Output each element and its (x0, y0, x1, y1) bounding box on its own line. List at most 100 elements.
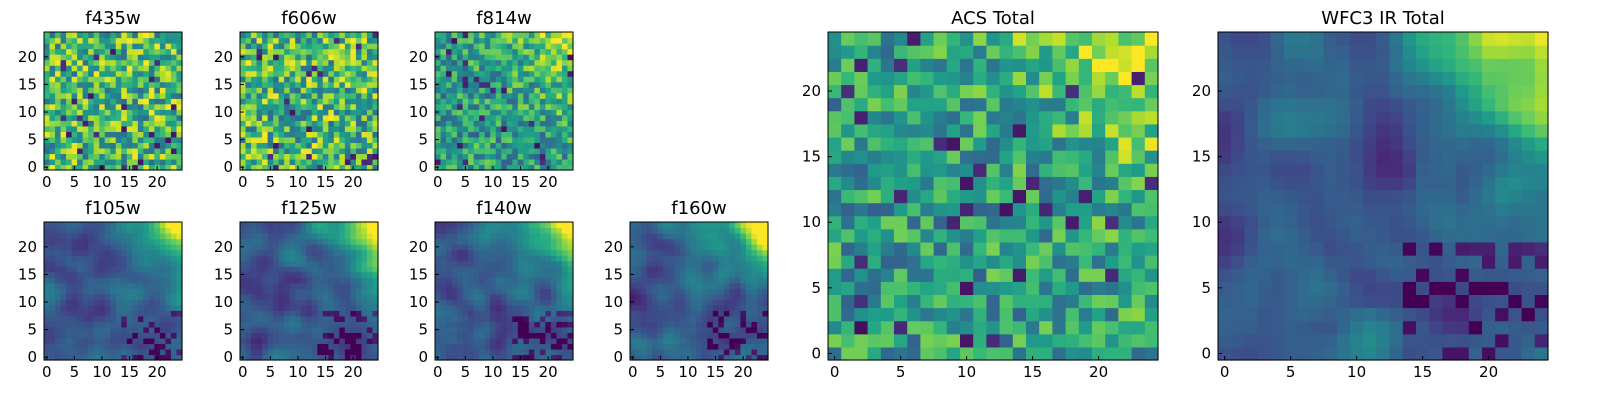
heatmap-cell (115, 288, 122, 295)
heatmap-cell (484, 131, 491, 138)
heatmap-cell (668, 266, 675, 273)
heatmap-cell (339, 332, 346, 339)
heatmap-cell (880, 320, 895, 335)
heatmap-cell (734, 293, 741, 300)
heatmap-cell (121, 249, 128, 256)
heatmap-cell (66, 227, 73, 234)
heatmap-cell (317, 222, 324, 229)
heatmap-cell (556, 103, 563, 110)
heatmap-cell (545, 153, 552, 160)
heatmap-cell (344, 282, 351, 289)
heatmap-cell (284, 76, 291, 83)
heatmap-cell (718, 343, 725, 350)
heatmap-cell (495, 136, 502, 143)
x-tick-label: 0 (433, 363, 443, 381)
heatmap-cell (462, 288, 469, 295)
heatmap-cell (366, 343, 374, 350)
heatmap-cell (880, 346, 895, 361)
heatmap-cell (484, 81, 491, 88)
heatmap-cell (82, 158, 89, 166)
heatmap-cell (322, 321, 329, 328)
heatmap-cell (333, 142, 340, 149)
heatmap-cell (479, 227, 486, 234)
heatmap-cell (723, 321, 730, 328)
heatmap-cell (1052, 202, 1067, 217)
heatmap-cell (350, 54, 357, 61)
heatmap-cell (93, 142, 100, 149)
heatmap-cell (440, 32, 447, 39)
heatmap-cell (880, 163, 895, 177)
heatmap-cell (907, 215, 921, 230)
heatmap-cell (973, 241, 987, 256)
heatmap-cell (685, 277, 692, 284)
x-tick-label: 15 (511, 363, 530, 381)
heatmap-cell (462, 103, 469, 110)
heatmap-cell (446, 238, 453, 245)
heatmap-cell (462, 238, 469, 245)
heatmap-cell (295, 271, 302, 278)
heatmap-cell (495, 310, 502, 317)
heatmap-cell (121, 238, 128, 245)
heatmap-cell (322, 332, 329, 339)
heatmap-cell (300, 120, 307, 127)
heatmap-cell (148, 227, 155, 234)
heatmap-cell (473, 227, 480, 234)
heatmap-cell (495, 59, 502, 66)
heatmap-cell (137, 233, 144, 240)
heatmap-cell (696, 288, 703, 295)
heatmap-cell (696, 282, 703, 289)
heatmap-cell (1105, 228, 1119, 243)
heatmap-cell (539, 304, 546, 311)
heatmap-cell (132, 271, 139, 278)
heatmap-cell (300, 227, 307, 234)
heatmap-cell (1078, 163, 1093, 177)
heatmap-cell (143, 147, 150, 155)
heatmap-cell (278, 153, 285, 160)
heatmap-cell (451, 310, 458, 317)
heatmap-cell (479, 348, 486, 356)
heatmap-cell (718, 266, 725, 273)
heatmap-cell (306, 81, 313, 88)
heatmap-cell (1144, 320, 1159, 335)
heatmap-cell (539, 337, 546, 345)
heatmap-cell (317, 81, 324, 88)
heatmap-cell (690, 282, 697, 289)
heatmap-cell (556, 54, 563, 61)
heatmap-cell (501, 293, 508, 300)
heatmap-cell (159, 255, 167, 262)
heatmap-cell (154, 304, 161, 311)
heatmap-cell (170, 120, 178, 127)
heatmap-cell (82, 249, 89, 256)
heatmap-cell (278, 103, 285, 110)
heatmap-cell (55, 271, 62, 278)
heatmap-cell (880, 202, 895, 217)
y-tick-label: 10 (409, 103, 428, 121)
heatmap-cell (60, 249, 67, 256)
heatmap-cell (311, 70, 318, 77)
heatmap-cell (679, 310, 686, 317)
heatmap-cell (745, 304, 753, 311)
heatmap-cell (240, 114, 247, 121)
heatmap-cell (372, 59, 379, 66)
heatmap-cell (495, 354, 502, 361)
heatmap-cell (517, 233, 524, 240)
heatmap-cell (344, 114, 351, 121)
heatmap-cell (372, 37, 379, 44)
heatmap-cell (1131, 163, 1146, 177)
heatmap-cell (77, 326, 84, 333)
heatmap-cell (137, 153, 144, 160)
heatmap-cell (44, 37, 51, 44)
heatmap-cell (262, 288, 269, 295)
heatmap-cell (718, 337, 725, 345)
heatmap-cell (567, 233, 574, 240)
heatmap-cell (484, 153, 491, 160)
heatmap-cell (66, 59, 73, 66)
heatmap-cell (539, 142, 546, 149)
heatmap-cell (729, 321, 736, 328)
heatmap-cell (262, 131, 269, 138)
heatmap-cell (240, 153, 247, 160)
heatmap-cell (756, 244, 764, 251)
heatmap-cell (867, 228, 882, 243)
heatmap-cell (295, 288, 302, 295)
heatmap-cell (121, 271, 128, 278)
